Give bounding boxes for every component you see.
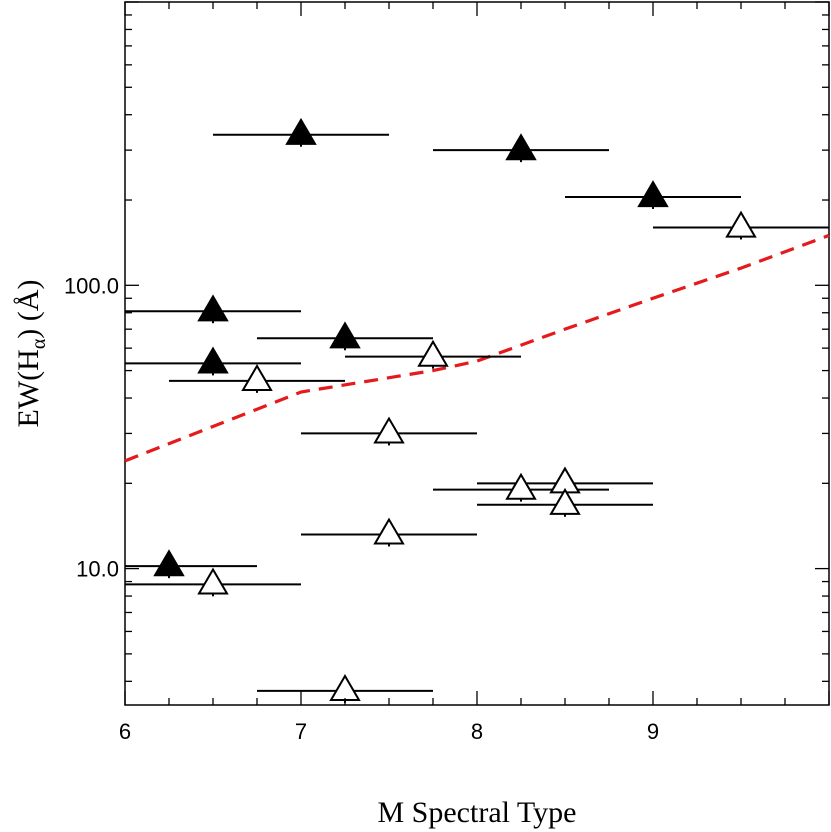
open-triangle-marker	[725, 210, 757, 238]
y-tick-label: 10.0	[76, 557, 119, 582]
open-triangle-marker	[373, 517, 405, 545]
y-tick-label: 100.0	[64, 273, 119, 298]
open-triangle-marker	[549, 487, 581, 515]
open-triangle-marker	[241, 363, 273, 391]
x-axis-title: M Spectral Type	[378, 796, 577, 829]
filled-triangle-marker	[197, 346, 229, 374]
filled-triangle-marker	[153, 549, 185, 577]
x-tick-label: 8	[471, 719, 483, 744]
filled-triangle-marker	[329, 321, 361, 349]
open-triangle-marker	[373, 416, 405, 444]
filled-triangle-marker	[637, 180, 669, 208]
open-triangle-marker	[417, 339, 449, 367]
x-tick-label: 9	[647, 719, 659, 744]
x-tick-label: 7	[295, 719, 307, 744]
x-tick-label: 6	[119, 719, 131, 744]
filled-triangle-marker	[197, 294, 229, 322]
filled-triangle-marker	[505, 133, 537, 161]
filled-triangle-marker	[285, 117, 317, 145]
open-triangle-marker	[197, 567, 229, 595]
threshold-dashed-line	[124, 233, 830, 463]
y-axis-title: EW(Hα) (Å)	[12, 280, 50, 428]
open-triangle-marker	[505, 472, 537, 500]
